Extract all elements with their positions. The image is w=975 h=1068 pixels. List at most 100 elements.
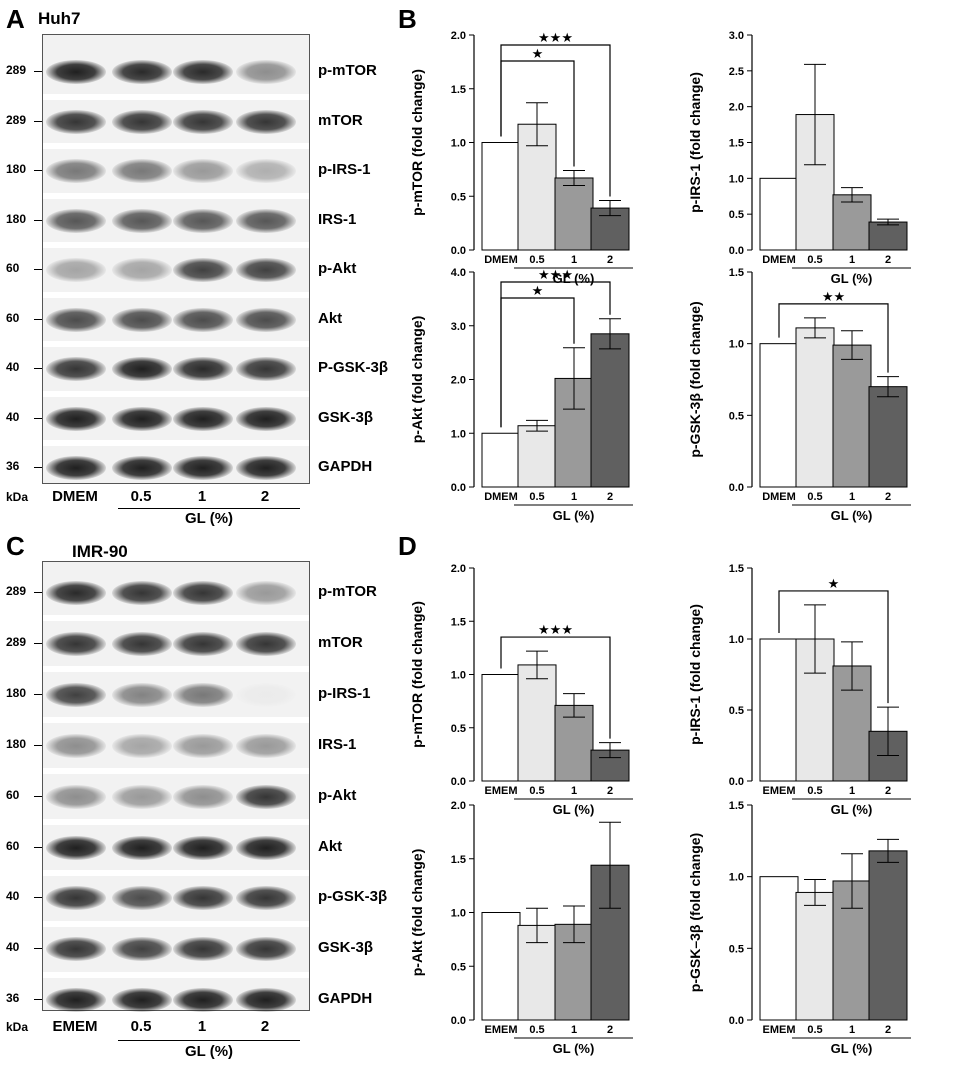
x-tick-label: 0.5 [807,785,822,797]
blot-band [236,60,296,84]
kda-marker: 180 [6,211,27,226]
blot-band [173,159,233,183]
significance-marker: ★★★ [538,31,573,46]
blot-band [236,581,296,605]
bar [759,177,799,251]
blot-band [112,886,172,911]
x-tick-label: 0.5 [807,254,822,266]
bar [759,638,799,782]
y-tick-label: 2.0 [451,800,466,812]
panel-label-d: D [398,531,417,561]
kda-marker: 36 [6,459,20,473]
group-underline [118,508,300,509]
blot-band [46,258,106,282]
blot-band [112,733,172,758]
x-tick-label: 2 [607,785,613,797]
significance-marker: ★★★ [538,623,573,638]
blot-band [236,456,296,480]
bar [554,923,594,1021]
blot-band [173,988,233,1013]
blot-separator [43,869,309,876]
blot-band [236,406,296,431]
blot-band [236,631,296,656]
y-axis-label: p-IRS-1 (fold change) [687,72,703,213]
x-tick-label: 1 [571,785,577,797]
blot-band [173,886,233,911]
kda-marker: 60 [6,310,20,325]
x-tick-label: 0.5 [807,1024,822,1036]
y-tick-label: 1.0 [451,138,466,150]
y-tick-label: 1.0 [729,339,744,351]
x-tick-label: EMEM [485,1024,518,1036]
y-tick-label: 0.0 [451,245,466,257]
y-tick-label: 1.0 [451,670,466,682]
kda-tick [34,693,42,695]
kda-marker: 40 [6,409,20,424]
bar [795,327,835,488]
x-tick-label: EMEM [763,785,796,797]
significance-bracket [778,590,889,704]
y-tick-label: 3.0 [729,30,744,42]
group-underline [118,1040,300,1041]
x-tick-label: 0.5 [807,491,822,503]
blot-band [236,733,296,758]
y-tick-label: 2.5 [729,66,744,78]
lane-label: 1 [197,488,207,505]
x-tick-label: 2 [607,254,613,266]
blot-band [173,835,233,860]
kda-unit-label: kDa [6,1020,29,1034]
lane-label: 2 [260,488,270,505]
y-tick-label: 1.0 [729,872,744,884]
blot-target-label: P-GSK-3β [318,359,388,376]
bar [759,343,799,488]
blot-band [112,258,172,282]
kda-tick [34,269,42,270]
kda-tick [34,642,42,644]
y-tick-label: 1.5 [729,138,744,150]
blot-band [173,456,233,480]
x-tick-label: DMEM [484,254,518,266]
y-tick-label: 0.5 [729,209,744,221]
kda-tick [34,219,42,221]
y-tick-label: 0.0 [729,776,744,788]
bar [481,432,521,488]
blot-target-label: GSK-3β [318,939,373,957]
blot-separator [43,971,309,978]
blot-band [112,784,172,809]
significance-bracket [500,636,611,739]
blot-target-label: Akt [318,837,343,855]
blot-target-label: p-Akt [318,260,357,277]
blot-target-label: GSK-3β [318,408,373,426]
x-tick-label: 1 [849,1024,855,1036]
x-tick-label: DMEM [762,254,796,266]
kda-marker: 40 [6,889,20,904]
significance-marker: ★★★ [538,268,573,283]
y-tick-label: 0.0 [451,482,466,494]
blot-band [46,456,106,480]
kda-marker: 40 [6,940,20,955]
cell-line-title-imr90: IMR-90 [72,542,128,561]
y-tick-label: 0.0 [729,245,744,257]
blot-band [173,208,233,233]
blot-band [236,357,296,381]
blot-band [46,631,106,656]
bar [868,386,908,488]
y-tick-label: 1.5 [451,84,466,96]
bar [554,704,594,782]
blot-band [173,733,233,758]
x-tick-label: 2 [885,491,891,503]
significance-marker: ★ [532,284,544,299]
panel-label-a: A [6,4,25,34]
blot-band [112,60,172,84]
blot-band [112,581,172,605]
x-tick-label: 0.5 [529,785,544,797]
x-tick-label: DMEM [762,491,796,503]
kda-tick [34,592,42,593]
blot-band [236,682,296,707]
y-axis-label: p-mTOR (fold change) [409,69,425,216]
blot-band [46,406,106,431]
blot-band [236,886,296,911]
blot-band [112,682,172,707]
blot-band [112,988,172,1013]
